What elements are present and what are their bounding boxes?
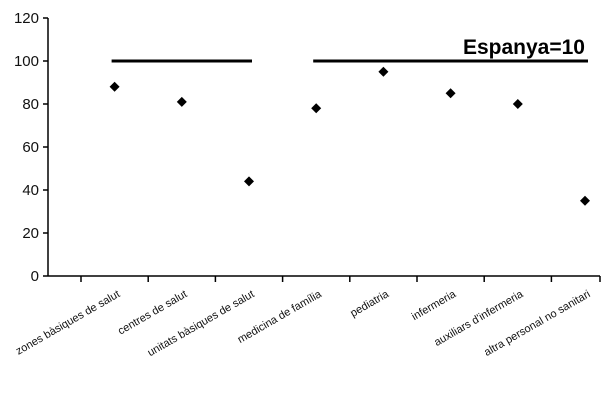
data-point xyxy=(311,103,322,114)
x-tick-label: unitats bàsiques de salut xyxy=(146,288,257,359)
x-tick-label: altra personal no sanitari xyxy=(482,288,592,359)
y-tick-label: 60 xyxy=(22,139,39,156)
x-tick-label: infermeria xyxy=(410,288,459,323)
y-tick-label: 80 xyxy=(22,96,39,113)
chart-annotation: Espanya=10 xyxy=(463,36,585,59)
y-tick-label: 20 xyxy=(22,225,39,242)
data-point xyxy=(176,96,187,107)
x-tick-label: zones bàsiques de salut xyxy=(14,288,122,357)
y-axis-ticks: 0 20 40 60 80 100 120 xyxy=(14,10,48,285)
data-point xyxy=(512,99,523,109)
data-point xyxy=(445,88,456,99)
data-point xyxy=(109,81,120,92)
x-tick-label: pediatria xyxy=(348,288,391,320)
data-point xyxy=(378,66,389,77)
y-tick-label: 0 xyxy=(31,268,39,285)
data-point xyxy=(580,195,590,206)
data-points xyxy=(109,66,590,206)
y-tick-label: 40 xyxy=(22,182,39,199)
data-point xyxy=(244,176,254,187)
y-tick-label: 120 xyxy=(14,10,39,27)
y-tick-label: 100 xyxy=(14,53,39,70)
